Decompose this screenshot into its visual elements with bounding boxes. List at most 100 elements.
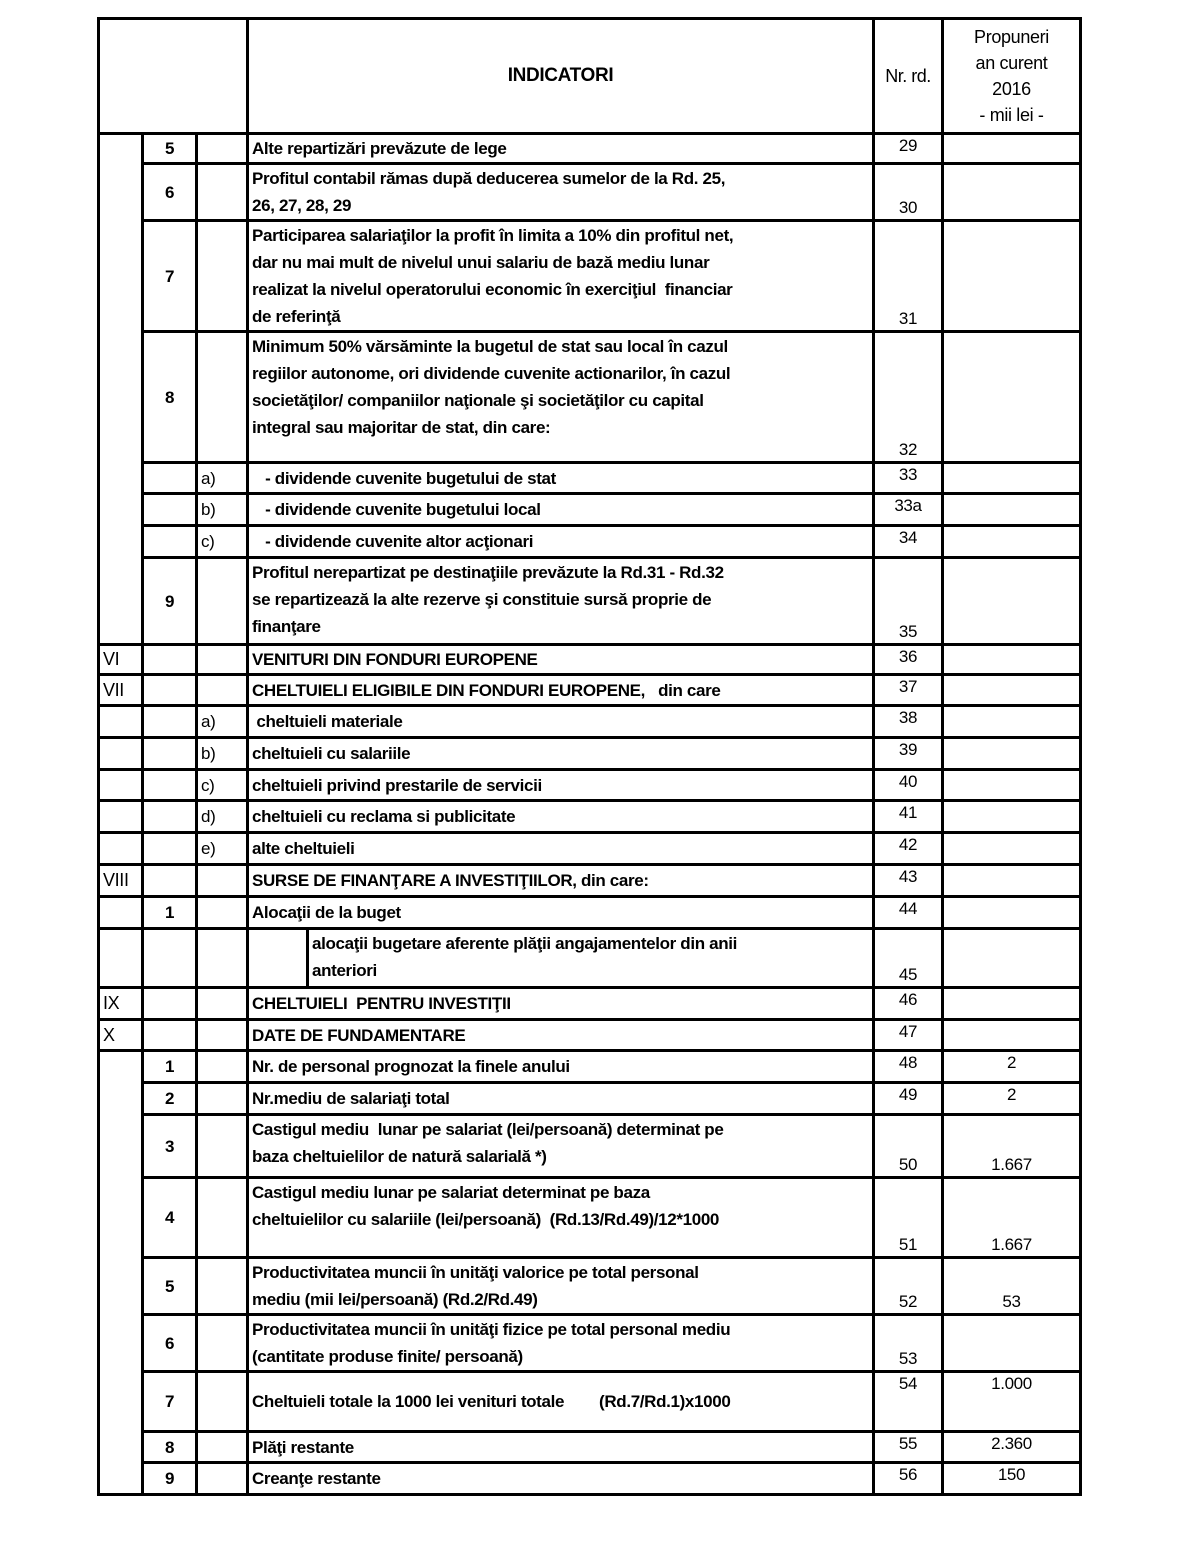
header-row: INDICATORI Nr. rd. Propuneri an curent 2… [97, 17, 1082, 135]
table-row: 2 Nr.mediu de salariaţi total 49 2 [99, 1081, 1082, 1116]
value-cell [941, 1018, 1082, 1052]
table-row: 5 Alte repartizări prevăzute de lege 29 [97, 132, 1082, 646]
value-cell [941, 704, 1082, 739]
nr-rd-cell: 31 [872, 219, 944, 333]
nr-rd-cell: 36 [872, 643, 944, 676]
letter-cell [195, 1113, 249, 1179]
letter-cell [195, 330, 249, 464]
table-row: alocaţii bugetare aferente plăţii angaja… [97, 927, 1082, 989]
letter-cell: c) [195, 768, 249, 802]
nr-rd-cell: 32 [872, 330, 944, 464]
table-row: b) cheltuieli cu salariile 39 [97, 736, 1082, 771]
letter-cell: b) [195, 492, 249, 527]
letter-cell: d) [195, 799, 249, 834]
indicator-text: - dividende cuvenite altor acţionari [246, 524, 875, 559]
table-row: c) - dividende cuvenite altor acţionari 3… [99, 524, 1082, 559]
indicator-text: alte cheltuieli [246, 831, 875, 866]
row-number-cell [141, 643, 198, 676]
value-cell [941, 643, 1082, 676]
letter-cell [195, 219, 249, 333]
row-number-cell: 6 [141, 1313, 198, 1373]
letter-cell [195, 1370, 249, 1433]
table-row: 9 Profitul nerepartizat pe destinaţiile p… [99, 556, 1082, 646]
table-row: VII CHELTUIELI ELIGIBILE DIN FONDURI EURO… [97, 673, 1082, 707]
row-number-cell: 7 [141, 219, 198, 333]
table-row: 5 Productivitatea muncii în unităţi valor… [99, 1256, 1082, 1316]
indicator-text: Participarea salariaţilor la profit în l… [246, 219, 875, 333]
roman-numeral-cell: VII [97, 673, 144, 707]
row-number-cell: 8 [141, 330, 198, 464]
table-row: VIII SURSE DE FINANŢARE A INVESTIŢIILOR, … [97, 863, 1082, 898]
table-row: 1 Nr. de personal prognozat la finele anu… [97, 1049, 1082, 1496]
indicator-text: Productivitatea muncii în unităţi valori… [246, 1256, 875, 1316]
indicator-text: cheltuieli materiale [246, 704, 875, 739]
indicator-text: cheltuieli cu reclama si publicitate [246, 799, 875, 834]
nr-rd-cell: 46 [872, 986, 944, 1021]
indicator-text: alocaţii bugetare aferente plăţii angaja… [246, 927, 875, 989]
letter-cell [195, 162, 249, 222]
value-cell [941, 1313, 1082, 1373]
letter-cell [195, 895, 249, 930]
letter-cell: a) [195, 704, 249, 739]
table-row: X DATE DE FUNDAMENTARE 47 [97, 1018, 1082, 1052]
roman-numeral-cell: VIII [97, 863, 144, 898]
table-row: d) cheltuieli cu reclama si publicitate 41 [97, 799, 1082, 834]
value-cell: 2 [941, 1049, 1082, 1084]
value-cell [941, 986, 1082, 1021]
indicator-text: Profitul contabil rămas după deducerea s… [246, 162, 875, 222]
indicator-text: Creanţe restante [246, 1461, 875, 1496]
value-cell [941, 132, 1082, 165]
row-number-cell: 4 [141, 1176, 198, 1259]
letter-cell [195, 1081, 249, 1116]
letter-cell [195, 1256, 249, 1316]
indicator-text: DATE DE FUNDAMENTARE [246, 1018, 875, 1052]
value-cell [941, 768, 1082, 802]
letter-cell [195, 1049, 249, 1084]
value-cell: 1.667 [941, 1113, 1082, 1179]
letter-cell [195, 1176, 249, 1259]
letter-cell: e) [195, 831, 249, 866]
nr-rd-cell: 30 [872, 162, 944, 222]
nr-rd-cell: 55 [872, 1430, 944, 1464]
roman-numeral-cell [97, 799, 144, 834]
row-number-cell: 1 [141, 1049, 198, 1084]
indicator-text: cheltuieli privind prestarile de servici… [246, 768, 875, 802]
row-number-cell [141, 524, 198, 559]
value-cell [941, 461, 1082, 495]
value-cell: 150 [941, 1461, 1082, 1496]
letter-cell: c) [195, 524, 249, 559]
value-cell: 53 [941, 1256, 1082, 1316]
indicator-text: Castigul mediu lunar pe salariat determi… [246, 1176, 875, 1259]
value-cell [941, 831, 1082, 866]
row-number-cell: 5 [141, 132, 198, 165]
roman-numeral-cell [97, 895, 144, 930]
table-row: 6 Profitul contabil rămas după deducerea … [99, 162, 1082, 222]
letter-cell [195, 673, 249, 707]
table-row: b) - dividende cuvenite bugetului local 3… [99, 492, 1082, 527]
table-row: e) alte cheltuieli 42 [97, 831, 1082, 866]
roman-numeral-cell: VI [97, 643, 144, 676]
table-row: a) - dividende cuvenite bugetului de sta… [99, 461, 1082, 495]
indicator-text: SURSE DE FINANŢARE A INVESTIŢIILOR, din … [246, 863, 875, 898]
value-cell [941, 524, 1082, 559]
row-number-cell: 1 [141, 895, 198, 930]
nr-rd-cell: 42 [872, 831, 944, 866]
indicator-text: Alocaţii de la buget [246, 895, 875, 930]
header-nr-rd: Nr. rd. [872, 17, 944, 135]
table-row: 3 Castigul mediu lunar pe salariat (lei/p… [99, 1113, 1082, 1179]
value-cell [941, 736, 1082, 771]
row-number-cell [141, 863, 198, 898]
indicator-text: CHELTUIELI ELIGIBILE DIN FONDURI EUROPEN… [246, 673, 875, 707]
nr-rd-cell: 49 [872, 1081, 944, 1116]
roman-numeral-cell: X [97, 1018, 144, 1052]
table-row: 7 Participarea salariaţilor la profit în … [99, 219, 1082, 333]
indicator-text: Alte repartizări prevăzute de lege [246, 132, 875, 165]
roman-numeral-cell [97, 736, 144, 771]
nr-rd-cell: 50 [872, 1113, 944, 1179]
row-number-cell [141, 736, 198, 771]
table-row: 6 Productivitatea muncii în unităţi fizic… [99, 1313, 1082, 1373]
letter-cell [195, 1313, 249, 1373]
nr-rd-cell: 29 [872, 132, 944, 165]
roman-numeral-cell [97, 831, 144, 866]
row-number-cell: 3 [141, 1113, 198, 1179]
